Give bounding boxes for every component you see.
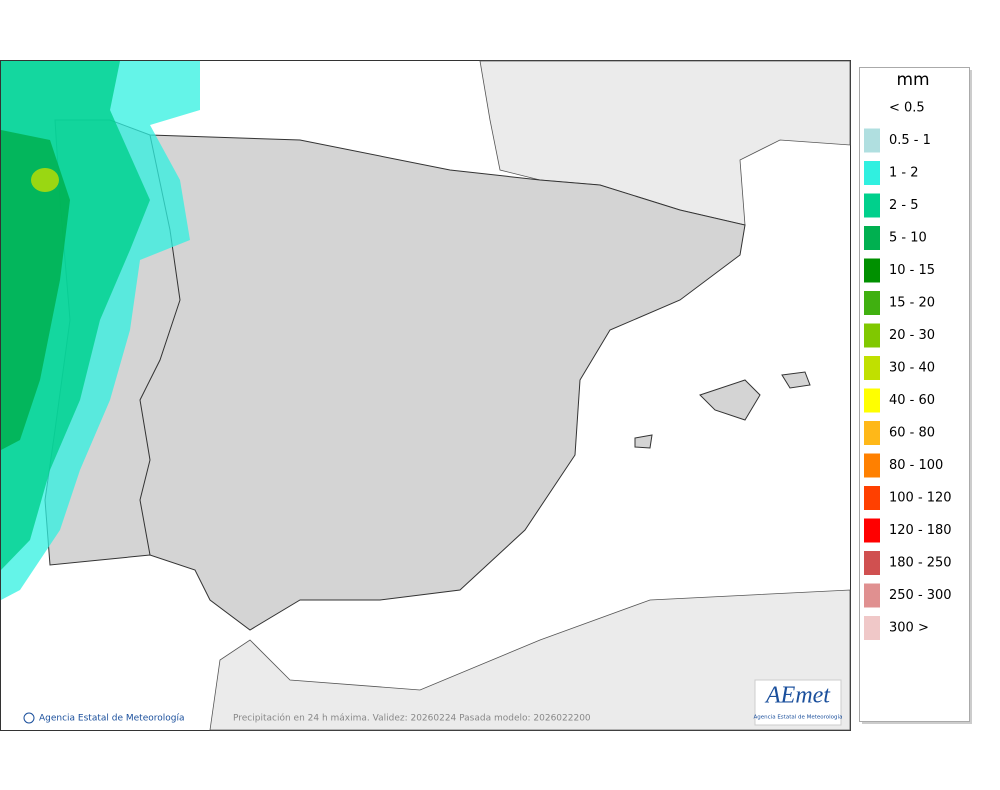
legend-label: 5 - 10	[889, 231, 927, 246]
legend-swatch	[864, 161, 880, 185]
legend-swatch	[864, 551, 880, 575]
legend-label: 0.5 - 1	[889, 133, 931, 148]
legend-title: mm	[896, 70, 929, 90]
logo-name: AEmet	[764, 683, 831, 709]
legend-label: 20 - 30	[889, 328, 935, 343]
legend-label: 180 - 250	[889, 556, 952, 571]
legend-label: 80 - 100	[889, 458, 943, 473]
legend-swatch	[864, 226, 880, 250]
legend-swatch	[864, 616, 880, 640]
logo-subtitle: Agencia Estatal de Meteorología	[754, 714, 843, 721]
legend-label: 60 - 80	[889, 426, 935, 441]
legend-swatch	[864, 323, 880, 348]
legend-swatch	[864, 291, 880, 315]
legend-swatch	[864, 486, 880, 510]
legend-swatch	[864, 583, 880, 608]
africa	[209, 589, 851, 731]
legend-label: 15 - 20	[889, 296, 935, 311]
legend-label: 1 - 2	[889, 166, 919, 181]
legend-swatch	[864, 388, 880, 413]
legend-swatch	[864, 356, 880, 380]
legend-swatch	[864, 193, 880, 218]
legend-label: 250 - 300	[889, 588, 952, 603]
legend-swatch	[864, 518, 880, 543]
legend-label: 30 - 40	[889, 361, 935, 376]
legend-label: 2 - 5	[889, 198, 919, 213]
caption: Precipitación en 24 h máxima. Validez: 2…	[233, 713, 591, 724]
precip-5-10	[1, 130, 70, 450]
legend-label: 40 - 60	[889, 393, 935, 408]
legend-swatch	[864, 453, 880, 478]
logo-box	[754, 679, 842, 726]
legend-label: 10 - 15	[889, 263, 935, 278]
legend-label: < 0.5	[889, 101, 925, 116]
legend-swatch	[864, 258, 880, 283]
precip-30-40	[31, 168, 59, 192]
legend-swatch	[864, 421, 880, 445]
legend-label: 120 - 180	[889, 523, 952, 538]
legend-items: < 0.5 0.5 - 1 1 - 2 2 - 5 5 - 10 10 - 15 15 - …	[864, 101, 952, 640]
legend-label: 100 - 120	[889, 491, 952, 506]
balearic-islands	[634, 371, 811, 449]
credit: Agencia Estatal de Meteorología	[39, 714, 185, 724]
copyright-icon	[23, 712, 35, 724]
legend-swatch	[864, 128, 880, 153]
legend-label: 300 >	[889, 621, 929, 636]
